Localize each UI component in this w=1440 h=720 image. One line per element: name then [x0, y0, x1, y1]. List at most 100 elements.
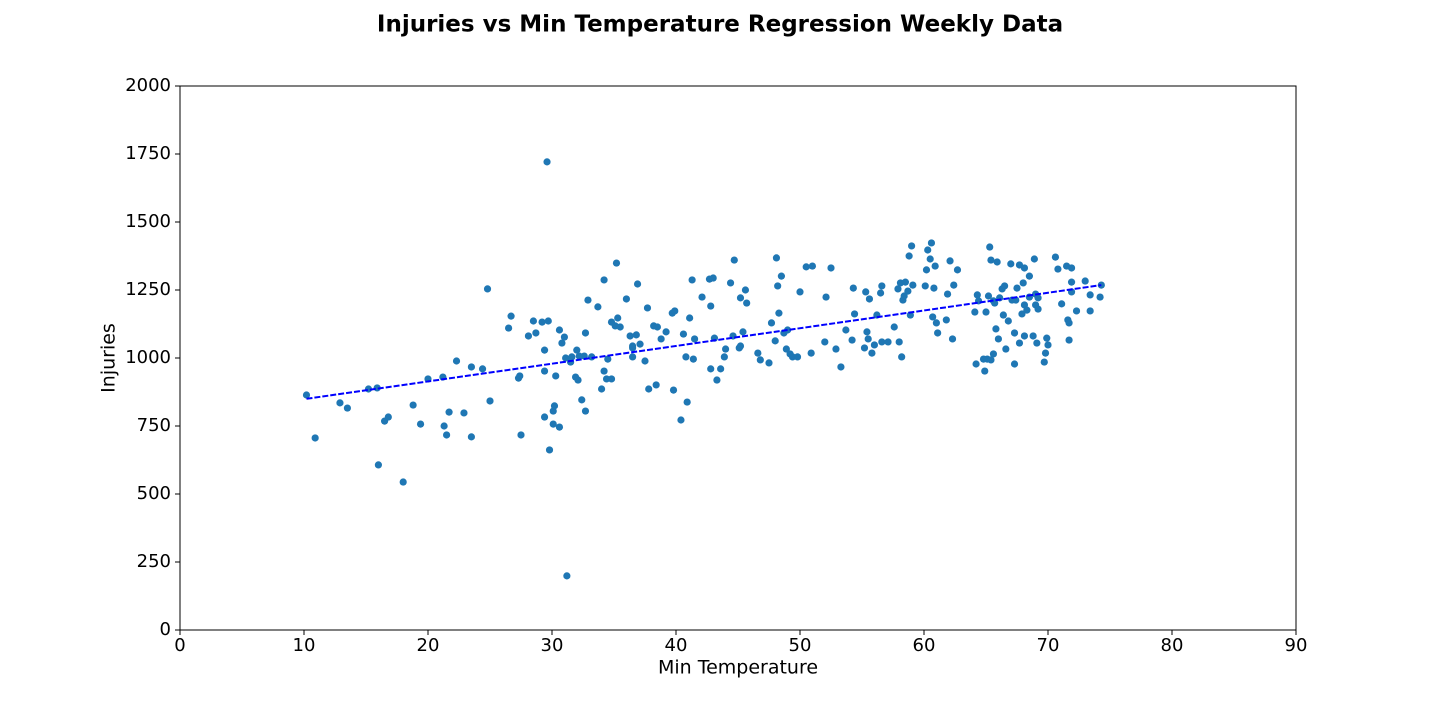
- point: [568, 353, 576, 361]
- point: [901, 278, 910, 286]
- point: [584, 296, 592, 304]
- point: [602, 375, 611, 383]
- point: [999, 311, 1007, 319]
- point: [575, 352, 583, 360]
- point: [686, 314, 694, 322]
- point: [600, 367, 608, 375]
- point: [981, 367, 989, 375]
- point: [862, 288, 870, 296]
- point: [622, 295, 631, 303]
- point: [677, 416, 685, 424]
- point: [629, 344, 637, 352]
- point: [905, 252, 913, 260]
- point: [948, 335, 957, 343]
- point: [662, 328, 670, 336]
- point: [878, 282, 886, 290]
- point: [562, 354, 570, 362]
- point: [399, 478, 407, 486]
- point: [1051, 253, 1060, 261]
- point: [741, 286, 750, 294]
- point: [775, 309, 783, 317]
- point: [1054, 265, 1062, 273]
- point: [632, 331, 640, 339]
- point: [689, 355, 697, 363]
- point: [302, 391, 311, 399]
- point: [682, 353, 690, 361]
- y-tick-label: 1500: [125, 211, 171, 232]
- point: [931, 262, 939, 270]
- point: [842, 326, 850, 334]
- point: [987, 356, 995, 364]
- x-tick-label: 30: [541, 635, 564, 656]
- point: [467, 433, 475, 441]
- point: [478, 365, 487, 373]
- point: [540, 367, 549, 375]
- point: [922, 266, 931, 274]
- y-tick-label: 250: [137, 551, 171, 572]
- point: [543, 158, 551, 166]
- point: [934, 329, 942, 337]
- point: [529, 317, 538, 325]
- point: [707, 365, 715, 373]
- point: [1023, 306, 1031, 314]
- point: [540, 346, 549, 354]
- point: [384, 413, 392, 421]
- point: [443, 431, 451, 439]
- point: [927, 239, 936, 247]
- point: [1029, 332, 1037, 340]
- point: [950, 281, 958, 289]
- point: [1004, 317, 1012, 325]
- point: [1015, 339, 1024, 347]
- point: [884, 338, 892, 346]
- point: [1020, 264, 1029, 272]
- point: [563, 572, 571, 580]
- point: [864, 335, 872, 343]
- point: [946, 257, 954, 265]
- point: [636, 340, 644, 348]
- point: [1081, 277, 1089, 285]
- point: [713, 376, 721, 384]
- point: [614, 314, 622, 322]
- x-tick-label: 80: [1161, 635, 1184, 656]
- point: [865, 295, 874, 303]
- point: [807, 349, 815, 357]
- point: [895, 338, 903, 346]
- point: [707, 302, 715, 310]
- point: [517, 431, 525, 439]
- point: [629, 353, 637, 361]
- point: [772, 254, 781, 262]
- point: [848, 336, 856, 344]
- plot-frame: [179, 85, 1297, 631]
- point: [467, 363, 475, 371]
- point: [971, 308, 979, 316]
- point: [942, 316, 950, 324]
- point: [717, 365, 725, 373]
- x-tick-label: 40: [665, 635, 688, 656]
- point: [837, 363, 845, 371]
- point: [788, 353, 797, 361]
- point: [1041, 349, 1050, 357]
- point: [1001, 282, 1009, 290]
- point: [774, 282, 782, 290]
- point: [538, 318, 546, 326]
- point: [722, 345, 730, 353]
- point: [1007, 260, 1015, 268]
- point: [486, 397, 494, 405]
- point: [1067, 264, 1076, 272]
- point: [555, 423, 564, 431]
- regression-line: [306, 284, 1102, 400]
- point: [652, 381, 660, 389]
- point: [926, 255, 934, 263]
- x-tick-label: 0: [174, 635, 185, 656]
- point: [483, 285, 492, 293]
- point: [1030, 255, 1038, 263]
- point: [1067, 278, 1076, 286]
- y-axis-label: Injuries: [98, 323, 120, 393]
- point: [1044, 341, 1052, 349]
- point: [929, 313, 937, 321]
- point: [972, 360, 980, 368]
- point: [736, 342, 745, 350]
- point: [900, 292, 908, 300]
- point: [1072, 307, 1081, 315]
